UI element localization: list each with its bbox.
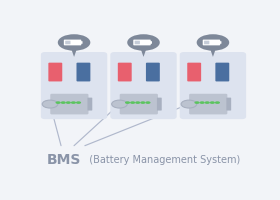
FancyBboxPatch shape xyxy=(76,63,90,81)
FancyBboxPatch shape xyxy=(135,41,140,44)
FancyBboxPatch shape xyxy=(50,94,88,114)
FancyBboxPatch shape xyxy=(64,40,81,45)
Ellipse shape xyxy=(58,34,90,51)
Ellipse shape xyxy=(55,101,61,104)
FancyBboxPatch shape xyxy=(157,98,162,111)
Ellipse shape xyxy=(71,101,76,104)
Ellipse shape xyxy=(140,101,145,104)
Ellipse shape xyxy=(199,101,205,104)
FancyBboxPatch shape xyxy=(215,63,229,81)
Ellipse shape xyxy=(205,101,210,104)
Ellipse shape xyxy=(125,101,130,104)
FancyBboxPatch shape xyxy=(189,94,227,114)
Ellipse shape xyxy=(210,101,215,104)
Ellipse shape xyxy=(145,101,151,104)
Ellipse shape xyxy=(197,34,229,51)
FancyBboxPatch shape xyxy=(41,52,107,119)
FancyBboxPatch shape xyxy=(226,98,231,111)
FancyBboxPatch shape xyxy=(150,41,152,44)
Ellipse shape xyxy=(66,101,71,104)
Ellipse shape xyxy=(181,100,197,108)
Polygon shape xyxy=(211,50,215,57)
FancyBboxPatch shape xyxy=(204,41,209,44)
FancyBboxPatch shape xyxy=(87,98,92,111)
Ellipse shape xyxy=(60,101,66,104)
FancyBboxPatch shape xyxy=(118,63,132,81)
Polygon shape xyxy=(141,50,146,57)
FancyBboxPatch shape xyxy=(180,52,246,119)
Ellipse shape xyxy=(215,101,220,104)
Ellipse shape xyxy=(76,101,81,104)
FancyBboxPatch shape xyxy=(65,41,71,44)
Text: BMS: BMS xyxy=(47,153,81,167)
Ellipse shape xyxy=(130,101,135,104)
FancyBboxPatch shape xyxy=(48,63,62,81)
FancyBboxPatch shape xyxy=(120,94,158,114)
FancyBboxPatch shape xyxy=(146,63,160,81)
Ellipse shape xyxy=(42,100,58,108)
FancyBboxPatch shape xyxy=(203,40,220,45)
Ellipse shape xyxy=(112,100,127,108)
FancyBboxPatch shape xyxy=(219,41,221,44)
Text: (Battery Management System): (Battery Management System) xyxy=(83,155,240,165)
Ellipse shape xyxy=(127,34,160,51)
FancyBboxPatch shape xyxy=(80,41,83,44)
Ellipse shape xyxy=(194,101,200,104)
FancyBboxPatch shape xyxy=(110,52,177,119)
Polygon shape xyxy=(72,50,76,57)
FancyBboxPatch shape xyxy=(187,63,201,81)
FancyBboxPatch shape xyxy=(133,40,151,45)
Ellipse shape xyxy=(135,101,140,104)
